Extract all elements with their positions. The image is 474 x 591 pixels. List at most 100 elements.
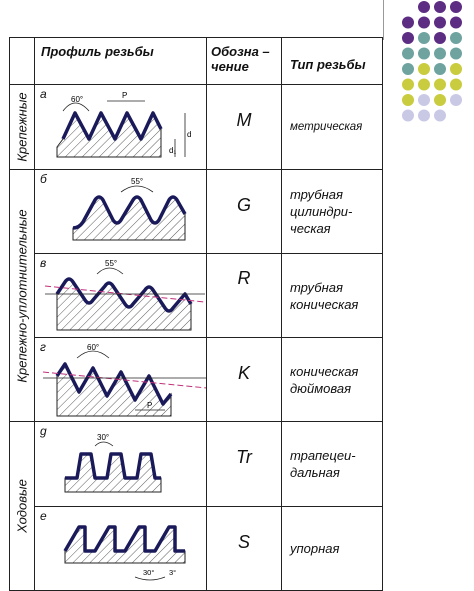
thread-profile-drawing: 30° bbox=[64, 433, 162, 493]
header-profile-label: Профиль резьбы bbox=[41, 44, 154, 59]
decorative-dot bbox=[418, 1, 430, 13]
row-letter: в bbox=[40, 256, 47, 270]
decorative-dot bbox=[434, 47, 446, 60]
profile-cell: g 30° bbox=[34, 421, 207, 507]
angle-label: 55° bbox=[131, 177, 143, 186]
decorative-dot bbox=[434, 63, 446, 75]
decorative-dot bbox=[450, 94, 462, 106]
decorative-dot bbox=[450, 1, 462, 13]
decorative-dot bbox=[418, 109, 430, 122]
table-header-row: Профиль резьбы Обозна – чение Тип резьбы bbox=[9, 37, 383, 85]
angle-label: 60° bbox=[71, 95, 83, 104]
decorative-dot bbox=[434, 78, 446, 91]
group-fastening-label: Крепежные bbox=[14, 92, 30, 162]
decorative-dot bbox=[402, 32, 414, 44]
angle-label: 30° bbox=[97, 433, 109, 442]
group-running-label: Ходовые bbox=[14, 479, 30, 533]
profile-cell: г 60° P bbox=[34, 337, 207, 422]
type-value: коническая дюймовая bbox=[290, 363, 359, 396]
type-cell: упорная bbox=[281, 506, 383, 591]
decorative-dot bbox=[450, 16, 462, 29]
designation-cell: R bbox=[206, 253, 282, 338]
decorative-dot bbox=[450, 47, 462, 60]
decorative-dot bbox=[418, 94, 430, 106]
header-designation: Обозна – чение bbox=[206, 37, 282, 85]
type-value: трубная коническая bbox=[290, 279, 359, 312]
decorative-dot bbox=[402, 94, 414, 106]
row-letter: г bbox=[40, 340, 46, 354]
table-row: Ходовые g 30° Tr трапецеи- дальная bbox=[9, 421, 383, 591]
type-value: трубная цилиндри- ческая bbox=[290, 187, 353, 236]
thread-profile-drawing: 55° bbox=[72, 177, 187, 241]
header-type: Тип резьбы bbox=[281, 37, 383, 85]
designation-cell: S bbox=[206, 506, 282, 591]
decorative-dot bbox=[434, 109, 446, 122]
designation-value: Tr bbox=[236, 447, 252, 467]
thread-types-table: Профиль резьбы Обозна – чение Тип резьбы… bbox=[9, 37, 383, 591]
header-group-cell bbox=[9, 37, 35, 85]
thread-profile-drawing: 60° P bbox=[42, 343, 206, 417]
inner-diameter-label: d₁ bbox=[169, 146, 176, 155]
designation-value: K bbox=[237, 363, 250, 383]
row-letter: е bbox=[40, 509, 47, 523]
decorative-dot bbox=[402, 109, 414, 122]
angle-label-2: 3° bbox=[169, 568, 176, 577]
table-row: Крепежно-уплотнительные б 55° G трубная … bbox=[9, 169, 383, 422]
designation-value: M bbox=[236, 110, 252, 130]
type-cell: коническая дюймовая bbox=[281, 337, 383, 422]
decorative-vertical-line bbox=[383, 0, 384, 40]
group-sealing: Крепежно-уплотнительные bbox=[9, 169, 35, 422]
decorative-dot bbox=[402, 63, 414, 75]
group-sealing-label: Крепежно-уплотнительные bbox=[14, 208, 30, 383]
angle-label: 30° bbox=[143, 568, 154, 577]
profile-cell: е 30° 3° bbox=[34, 506, 207, 591]
designation-cell: M bbox=[206, 84, 282, 170]
group-fastening: Крепежные bbox=[9, 84, 35, 170]
decorative-dot bbox=[450, 32, 462, 44]
type-value: трапецеи- дальная bbox=[290, 448, 356, 480]
pitch-label: P bbox=[147, 401, 152, 410]
row-letter: g bbox=[40, 424, 47, 438]
decorative-dot bbox=[434, 94, 446, 106]
decorative-dot bbox=[434, 1, 446, 13]
decorative-dot bbox=[418, 47, 430, 60]
pitch-label: P bbox=[122, 91, 127, 100]
table-row: е 30° 3° S упорная bbox=[10, 506, 383, 591]
designation-cell: K bbox=[206, 337, 282, 422]
decorative-dot-grid bbox=[402, 1, 462, 122]
profile-cell: в 55° bbox=[34, 253, 207, 338]
designation-value: R bbox=[237, 268, 251, 288]
decorative-dot bbox=[402, 78, 414, 91]
table-row: в 55° R трубная коническая bbox=[10, 253, 383, 338]
decorative-dot bbox=[450, 63, 462, 75]
type-cell: метрическая bbox=[281, 84, 383, 170]
table-row: Крепежные а 60° P d d₁ M bbox=[9, 84, 383, 170]
header-profile: Профиль резьбы bbox=[34, 37, 207, 85]
angle-label: 55° bbox=[105, 259, 117, 268]
decorative-dot bbox=[450, 78, 462, 91]
decorative-dot bbox=[418, 63, 430, 75]
type-cell: трубная цилиндри- ческая bbox=[281, 169, 383, 254]
group-running: Ходовые bbox=[9, 421, 35, 591]
type-value: упорная bbox=[290, 541, 340, 556]
profile-cell: а 60° P d d₁ bbox=[34, 84, 207, 170]
designation-cell: Tr bbox=[206, 421, 282, 507]
decorative-dot bbox=[418, 78, 430, 91]
type-cell: трубная коническая bbox=[281, 253, 383, 338]
designation-value: S bbox=[237, 532, 250, 552]
type-value: метрическая bbox=[290, 120, 363, 133]
designation-value: G bbox=[236, 195, 251, 215]
row-letter: б bbox=[40, 172, 47, 186]
decorative-dot bbox=[418, 16, 430, 29]
thread-profile-drawing: 55° bbox=[44, 259, 206, 331]
decorative-dot bbox=[402, 47, 414, 60]
thread-profile-drawing: 30° 3° bbox=[63, 525, 186, 581]
type-cell: трапецеи- дальная bbox=[281, 421, 383, 507]
thread-profile-drawing: 60° P d d₁ bbox=[56, 91, 191, 158]
header-type-label: Тип резьбы bbox=[290, 56, 366, 72]
decorative-dot bbox=[434, 32, 446, 44]
diameter-label: d bbox=[187, 130, 191, 139]
decorative-dot bbox=[418, 32, 430, 44]
header-designation-label: Обозна – чение bbox=[211, 44, 270, 74]
table-row: г 60° P K коническая дюймовая bbox=[10, 337, 383, 422]
